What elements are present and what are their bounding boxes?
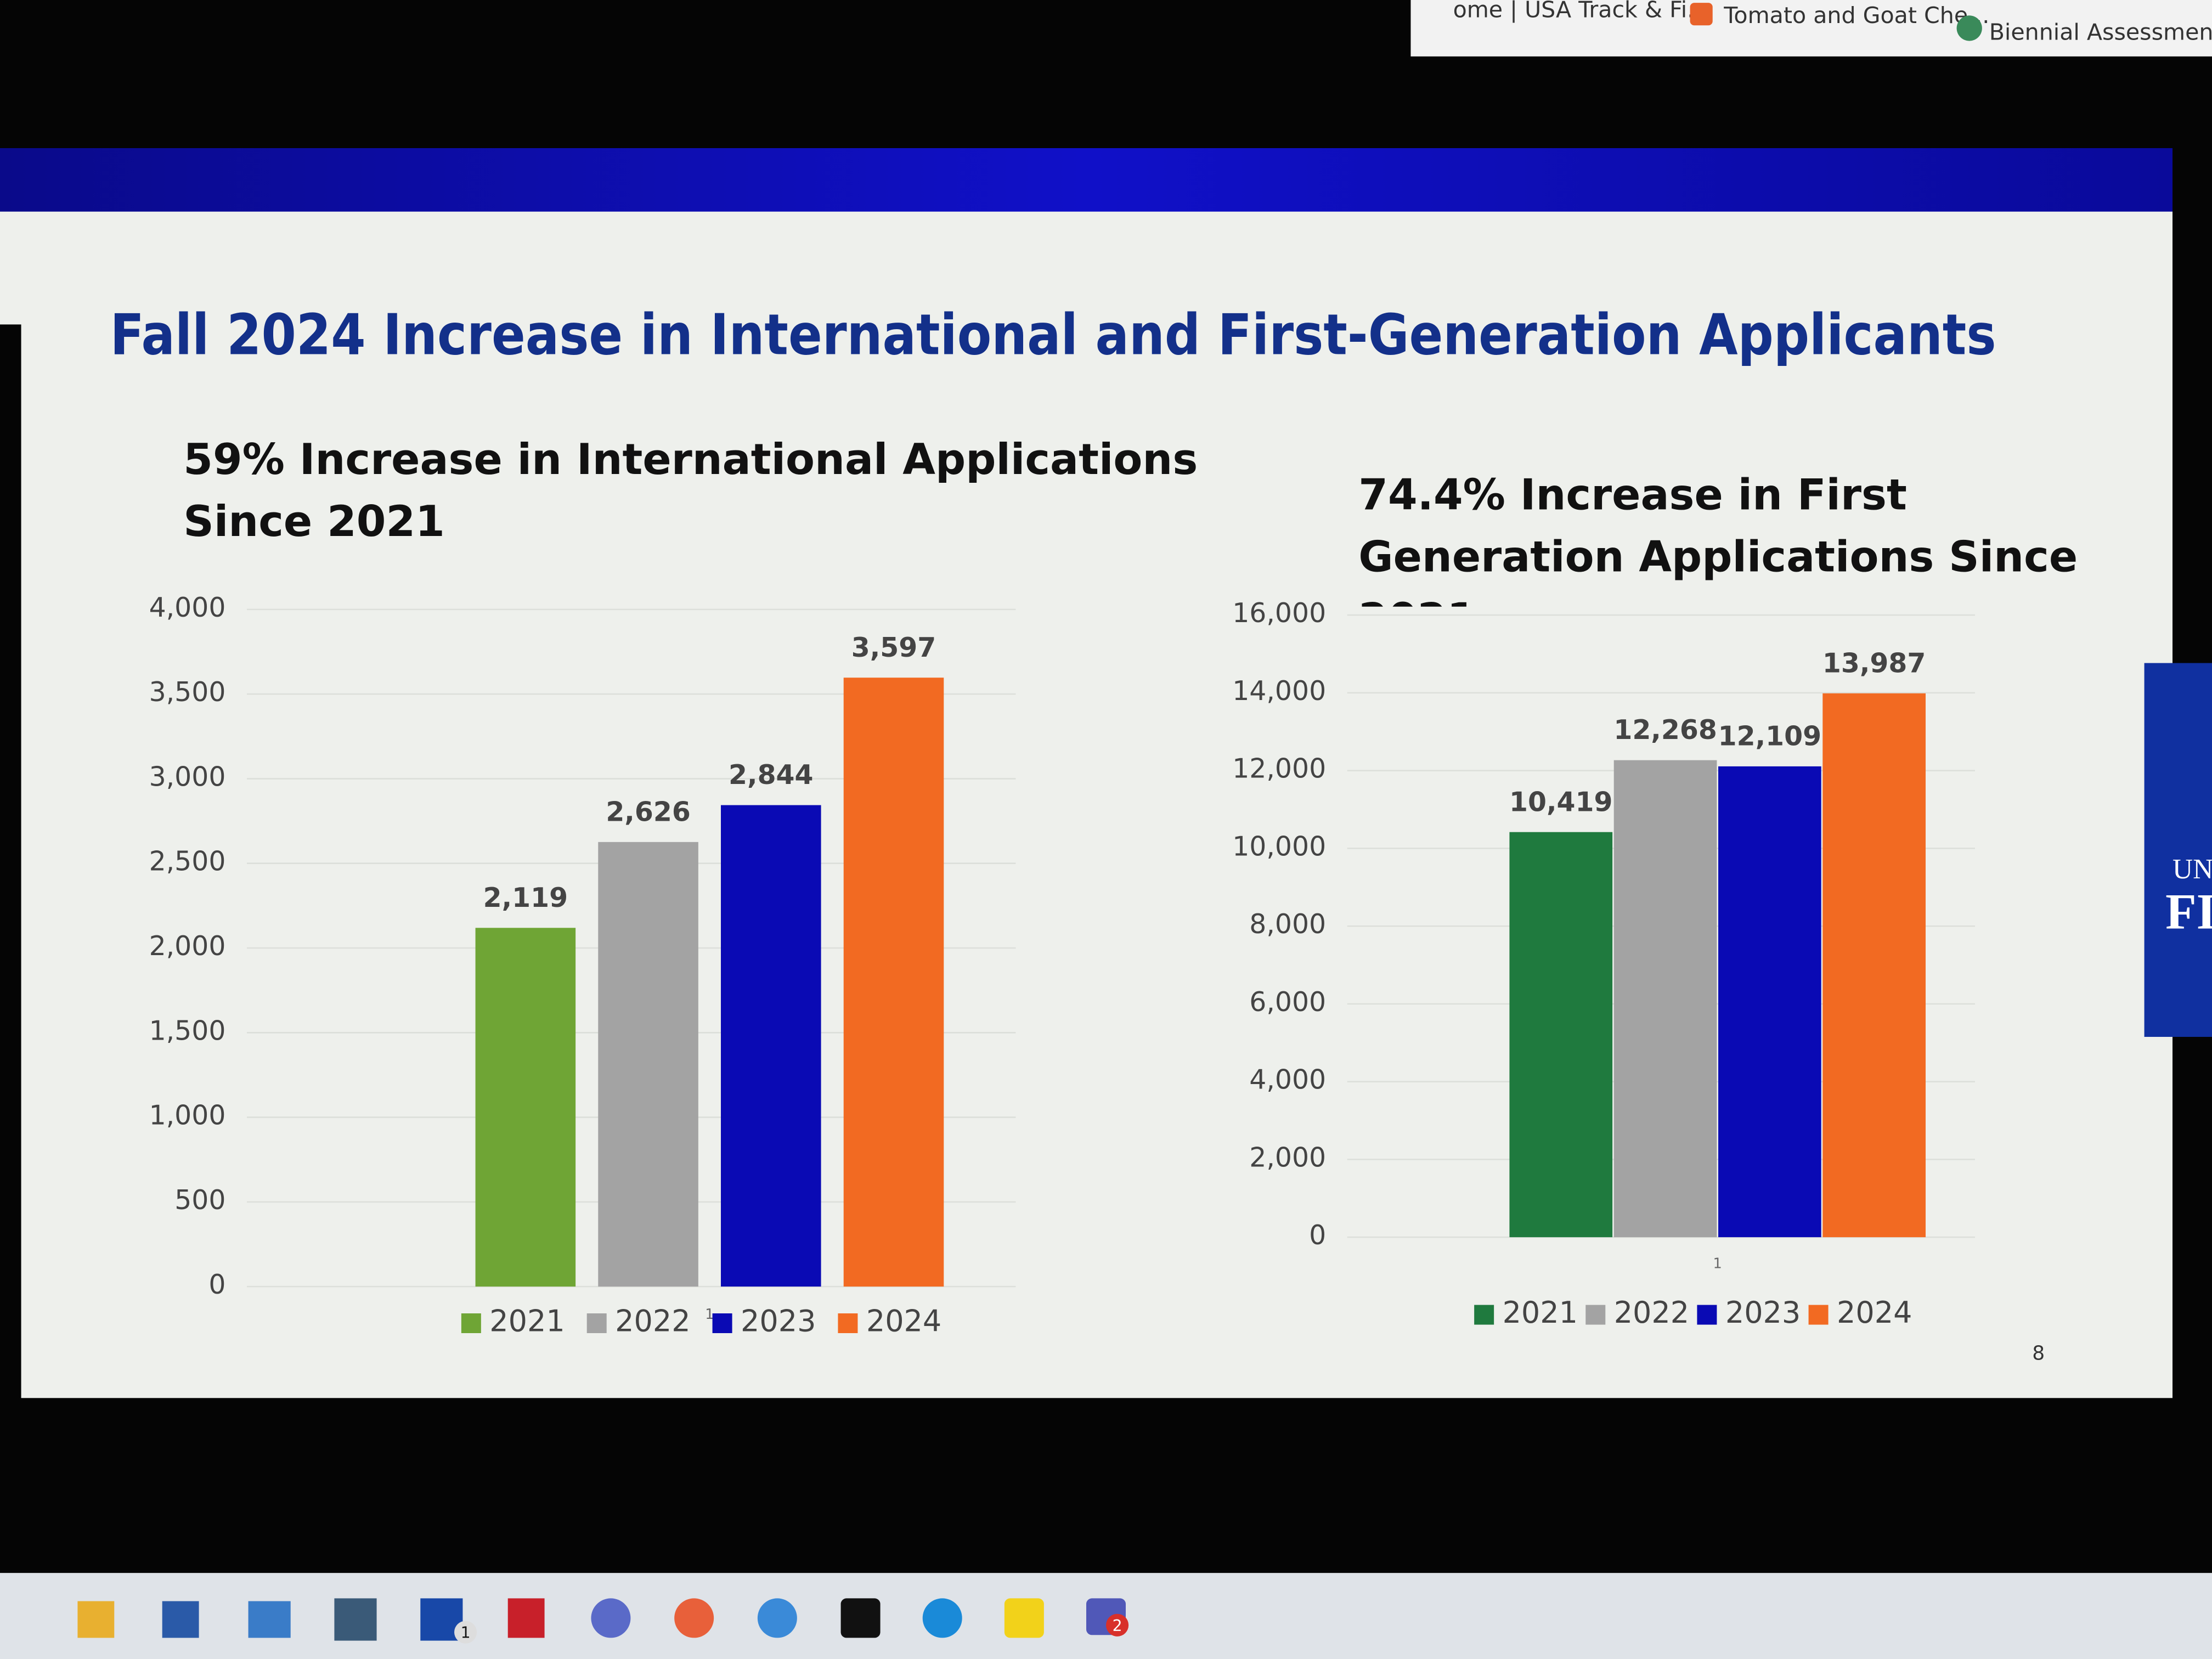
legend-swatch bbox=[838, 1313, 858, 1333]
bar bbox=[1822, 693, 1926, 1238]
chart-title-box: 59% Increase in International Applicatio… bbox=[183, 436, 1198, 548]
legend-label: 2021 bbox=[1503, 1295, 1578, 1330]
legend-swatch bbox=[1474, 1305, 1494, 1325]
tab-icon bbox=[1956, 15, 1982, 41]
y-tick-label: 2,000 bbox=[149, 930, 226, 962]
taskbar-badge-bg bbox=[1106, 1613, 1129, 1637]
browser-tab[interactable]: Biennial Assessment 2... bbox=[1989, 19, 2212, 46]
taskbar-badge-bg bbox=[454, 1621, 477, 1644]
taskbar-icon[interactable] bbox=[591, 1598, 631, 1638]
y-tick-label: 3,000 bbox=[149, 761, 226, 792]
y-tick-label: 16,000 bbox=[1232, 597, 1326, 629]
legend-label: 2022 bbox=[1614, 1295, 1689, 1330]
bar bbox=[1613, 760, 1717, 1238]
x-tick-label: 1 bbox=[1713, 1256, 1722, 1272]
y-tick-label: 4,000 bbox=[1249, 1064, 1326, 1096]
taskbar-icon[interactable] bbox=[922, 1598, 962, 1638]
page-number: 8 bbox=[2032, 1342, 2045, 1365]
legend-swatch bbox=[1697, 1305, 1717, 1325]
legend-label: 2022 bbox=[615, 1304, 690, 1339]
taskbar-icon[interactable] bbox=[1004, 1598, 1044, 1638]
slide-title: Fall 2024 Increase in International and … bbox=[110, 302, 1996, 368]
y-tick-label: 12,000 bbox=[1232, 753, 1326, 785]
browser-tab[interactable]: Tomato and Goat Che... bbox=[1723, 2, 1989, 29]
tab-strip bbox=[1410, 0, 2212, 57]
legend-swatch bbox=[1808, 1305, 1829, 1325]
data-label: 12,268 bbox=[1613, 714, 1717, 746]
legend-label: 2024 bbox=[1837, 1295, 1912, 1330]
y-tick-label: 2,500 bbox=[149, 846, 226, 877]
side-text: UN bbox=[2172, 854, 2212, 885]
y-tick-label: 1,500 bbox=[149, 1015, 226, 1046]
legend-label: 2023 bbox=[741, 1304, 816, 1339]
y-tick-label: 8,000 bbox=[1249, 909, 1326, 940]
y-tick-label: 10,000 bbox=[1232, 831, 1326, 862]
chart-title: 59% Increase in International Applicatio… bbox=[183, 436, 1198, 548]
y-tick-label: 500 bbox=[174, 1184, 225, 1216]
y-tick-label: 0 bbox=[1309, 1220, 1326, 1251]
data-label: 10,419 bbox=[1509, 786, 1612, 817]
y-tick-label: 1,000 bbox=[149, 1100, 226, 1131]
data-label: 2,626 bbox=[606, 796, 691, 827]
bar bbox=[598, 842, 698, 1287]
data-label: 13,987 bbox=[1822, 647, 1926, 679]
side-panel bbox=[2144, 663, 2212, 1037]
taskbar-icon[interactable] bbox=[507, 1598, 545, 1638]
taskbar-icon[interactable] bbox=[248, 1601, 291, 1638]
legend-swatch bbox=[586, 1313, 607, 1333]
data-label: 2,844 bbox=[729, 759, 814, 791]
y-tick-label: 6,000 bbox=[1249, 986, 1326, 1018]
x-tick-label: 1 bbox=[705, 1306, 714, 1323]
slide-body-top bbox=[0, 211, 2172, 325]
bar bbox=[475, 928, 576, 1287]
y-tick-label: 0 bbox=[208, 1269, 225, 1300]
bar bbox=[1509, 832, 1613, 1238]
bar bbox=[721, 805, 821, 1287]
y-tick-label: 4,000 bbox=[149, 592, 226, 623]
legend-swatch bbox=[1585, 1305, 1606, 1325]
data-label: 3,597 bbox=[851, 632, 936, 663]
y-tick-label: 2,000 bbox=[1249, 1142, 1326, 1173]
legend-label: 2023 bbox=[1725, 1295, 1801, 1330]
browser-tab[interactable]: ome | USA Track & Fi... bbox=[1453, 0, 1709, 23]
y-tick-label: 14,000 bbox=[1232, 675, 1326, 707]
taskbar-icon[interactable] bbox=[162, 1601, 199, 1638]
data-label: 2,119 bbox=[483, 882, 568, 913]
legend-swatch bbox=[461, 1313, 481, 1333]
data-label: 12,109 bbox=[1718, 720, 1821, 752]
taskbar-icon[interactable] bbox=[674, 1598, 714, 1638]
legend-label: 2021 bbox=[489, 1304, 565, 1339]
chart-title-box: 74.4% Increase in First Generation Appli… bbox=[1358, 471, 2078, 607]
legend-label: 2024 bbox=[866, 1304, 941, 1339]
y-tick-label: 3,500 bbox=[149, 676, 226, 708]
taskbar-icon[interactable] bbox=[757, 1598, 797, 1638]
taskbar-icons: 1 2 bbox=[77, 1598, 1129, 1644]
chart-title: 74.4% Increase in First Generation Appli… bbox=[1358, 471, 2078, 607]
bar bbox=[1718, 766, 1821, 1238]
side-text: FI bbox=[2165, 884, 2212, 940]
taskbar-badge: 2 bbox=[1113, 1617, 1122, 1635]
taskbar-icon[interactable] bbox=[334, 1598, 377, 1641]
bar bbox=[843, 678, 944, 1287]
taskbar-badge: 1 bbox=[461, 1624, 471, 1642]
taskbar-icon[interactable] bbox=[77, 1601, 115, 1638]
legend-swatch bbox=[712, 1313, 732, 1333]
tab-icon bbox=[1690, 3, 1713, 26]
taskbar-icon[interactable] bbox=[840, 1598, 881, 1638]
